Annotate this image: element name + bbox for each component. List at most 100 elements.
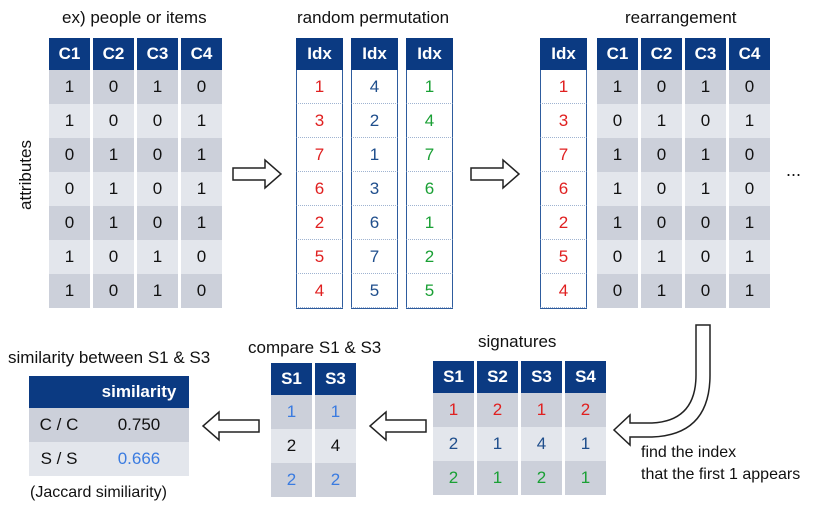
matrix-cell: 1	[685, 138, 726, 172]
matrix-cell: 0	[641, 172, 682, 206]
idx-cell: 1	[540, 70, 587, 104]
similarity-row-label: C / C	[29, 408, 89, 442]
matrix-cell: 1	[597, 70, 638, 104]
matrix-cell: 1	[93, 138, 134, 172]
compare-cell: 2	[271, 463, 312, 497]
arrow-right-icon	[232, 158, 283, 190]
compare-cell: 1	[271, 395, 312, 429]
idx-cell: 5	[540, 240, 587, 274]
signature-cell: 2	[433, 461, 474, 495]
attributes-label: attributes	[15, 140, 35, 210]
similarity-value: 0.750	[89, 408, 189, 442]
permutation-column: Idx 1 4 7 6 1 2 5	[406, 38, 453, 309]
permutation-title: random permutation	[297, 8, 450, 27]
matrix-cell: 1	[685, 70, 726, 104]
jaccard-footnote: (Jaccard similiarity)	[30, 484, 167, 501]
matrix-cell: 0	[729, 70, 770, 104]
matrix-cell: 1	[49, 104, 90, 138]
matrix-cell: 0	[641, 206, 682, 240]
matrix-cell: 1	[93, 206, 134, 240]
matrix-cell: 0	[137, 206, 178, 240]
signature-header: S1	[433, 361, 474, 393]
signature-cell: 1	[433, 393, 474, 427]
column-header: C4	[729, 38, 770, 70]
signature-cell: 1	[477, 461, 518, 495]
idx-cell: 6	[406, 172, 453, 206]
matrix-cell: 1	[597, 206, 638, 240]
note-line-2: that the first 1 appears	[641, 466, 801, 483]
similarity-title: similarity between S1 & S3	[8, 348, 211, 367]
idx-cell: 6	[540, 172, 587, 206]
matrix-cell: 0	[181, 240, 222, 274]
idx-cell: 7	[540, 138, 587, 172]
matrix-cell: 1	[685, 172, 726, 206]
compare-cell: 4	[315, 429, 356, 463]
matrix-cell: 1	[729, 274, 770, 308]
column-header: C2	[93, 38, 134, 70]
arrow-left-icon	[201, 410, 260, 442]
rearranged-idx-column: Idx 1 3 7 6 2 5 4	[540, 38, 587, 309]
signature-cell: 2	[565, 393, 606, 427]
signatures-title: signatures	[478, 332, 557, 351]
signature-cell: 2	[521, 461, 562, 495]
matrix-cell: 0	[49, 138, 90, 172]
compare-cell: 2	[271, 429, 312, 463]
idx-cell: 6	[296, 172, 343, 206]
idx-cell: 5	[406, 274, 453, 308]
signature-cell: 1	[477, 427, 518, 461]
matrix-cell: 0	[137, 138, 178, 172]
compare-cell: 1	[315, 395, 356, 429]
idx-cell: 7	[351, 240, 398, 274]
idx-header: Idx	[351, 38, 398, 70]
signature-cell: 2	[433, 427, 474, 461]
column-header: C3	[137, 38, 178, 70]
matrix-cell: 1	[641, 240, 682, 274]
similarity-row-label: S / S	[29, 442, 89, 476]
matrix-cell: 1	[137, 70, 178, 104]
idx-cell: 2	[540, 206, 587, 240]
idx-cell: 2	[296, 206, 343, 240]
note-line-1: find the index	[641, 444, 737, 461]
matrix-cell: 0	[93, 240, 134, 274]
matrix-cell: 0	[641, 138, 682, 172]
signature-header: S3	[521, 361, 562, 393]
matrix-cell: 0	[49, 172, 90, 206]
column-header: C1	[49, 38, 90, 70]
idx-cell: 2	[351, 104, 398, 138]
idx-cell: 1	[406, 70, 453, 104]
permutation-column: Idx 4 2 1 3 6 7 5	[351, 38, 398, 309]
matrix-cell: 0	[641, 70, 682, 104]
compare-header: S3	[315, 363, 356, 395]
matrix-cell: 1	[181, 172, 222, 206]
matrix-cell: 0	[49, 206, 90, 240]
permutation-column: Idx 1 3 7 6 2 5 4	[296, 38, 343, 309]
matrix-cell: 0	[137, 104, 178, 138]
matrix-cell: 0	[597, 274, 638, 308]
curved-arrow-icon	[612, 324, 711, 447]
idx-cell: 6	[351, 206, 398, 240]
signature-cell: 1	[521, 393, 562, 427]
idx-cell: 3	[351, 172, 398, 206]
rearrangement-title: rearrangement	[625, 8, 737, 27]
matrix-cell: 1	[641, 104, 682, 138]
matrix-cell: 0	[685, 274, 726, 308]
matrix-cell: 1	[137, 274, 178, 308]
idx-cell: 1	[406, 206, 453, 240]
signature-cell: 1	[565, 427, 606, 461]
compare-title: compare S1 & S3	[248, 338, 382, 357]
matrix-cell: 0	[685, 240, 726, 274]
column-header: C1	[597, 38, 638, 70]
matrix-cell: 1	[729, 240, 770, 274]
input-matrix-title: ex) people or items	[62, 8, 207, 27]
matrix-cell: 1	[729, 206, 770, 240]
compare-cell: 2	[315, 463, 356, 497]
idx-cell: 7	[406, 138, 453, 172]
idx-cell: 5	[296, 240, 343, 274]
matrix-cell: 0	[597, 104, 638, 138]
matrix-cell: 1	[597, 138, 638, 172]
matrix-cell: 0	[93, 70, 134, 104]
idx-cell: 7	[296, 138, 343, 172]
matrix-cell: 1	[49, 274, 90, 308]
matrix-cell: 1	[137, 240, 178, 274]
matrix-cell: 1	[49, 70, 90, 104]
